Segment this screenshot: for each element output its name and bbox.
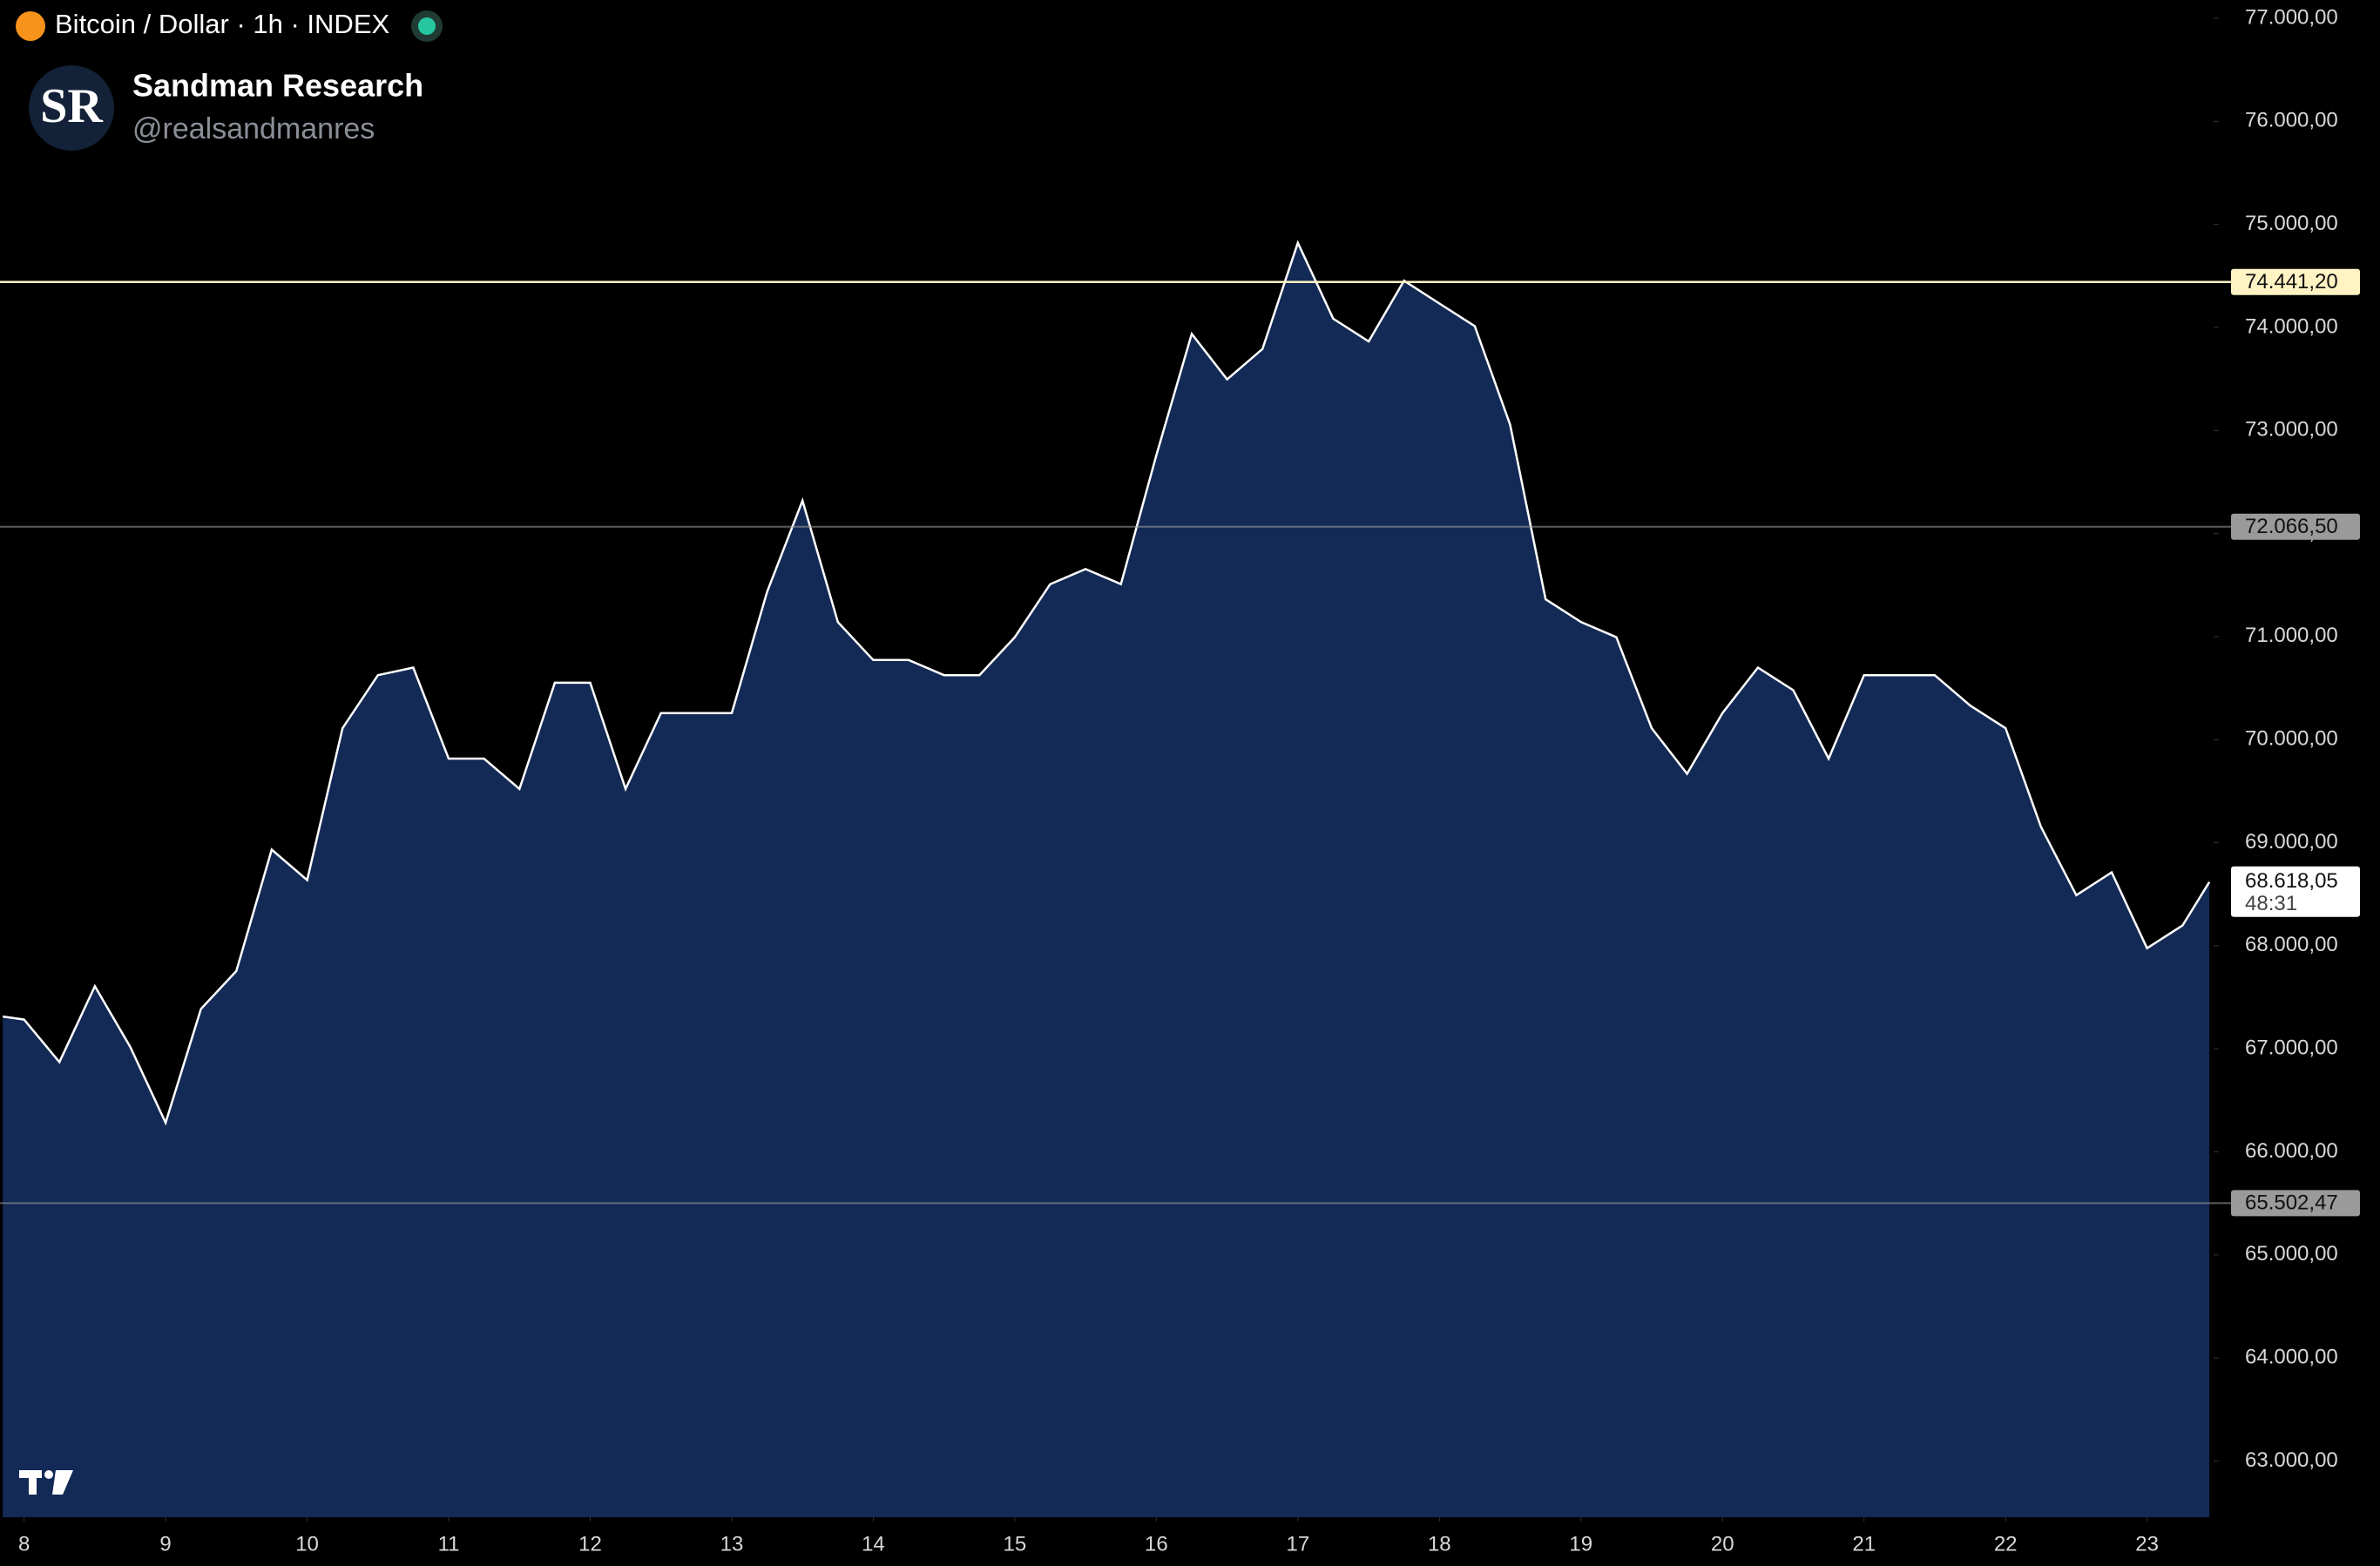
- x-tick-label: 15: [1004, 1532, 1027, 1556]
- line-label-box: [2231, 268, 2360, 295]
- x-tick-label: 18: [1428, 1532, 1451, 1556]
- x-tick-label: 9: [159, 1532, 171, 1556]
- tv-logo: [19, 1470, 73, 1495]
- x-tick-label: 17: [1286, 1532, 1309, 1556]
- y-tick-label: 70.000,00: [2245, 727, 2338, 751]
- x-tick-label: 19: [1569, 1532, 1592, 1556]
- symbol: Bitcoin / Dollar · 1h · INDEX: [55, 9, 389, 39]
- price-line: [3, 240, 2211, 1126]
- x-tick-label: 11: [438, 1532, 460, 1556]
- logo: [29, 65, 114, 151]
- handle: @realsandmanres: [132, 112, 375, 145]
- logo-text: SR: [40, 79, 103, 133]
- countdown: 48:31: [2245, 892, 2297, 915]
- last-price-label: 68.618,05: [2245, 869, 2338, 893]
- x-tick-label: 16: [1145, 1532, 1168, 1556]
- y-tick-label: 69.000,00: [2245, 830, 2338, 854]
- x-axis-bg: [0, 1517, 2380, 1566]
- x-tick-label: 12: [578, 1532, 602, 1556]
- area: [3, 242, 2210, 1517]
- x-tick-label: 20: [1711, 1532, 1734, 1556]
- y-tick-label: 65.000,00: [2245, 1242, 2338, 1266]
- y-tick-label: 73.000,00: [2245, 418, 2338, 442]
- x-tick-label: 13: [720, 1532, 744, 1556]
- y-tick-label: 68.000,00: [2245, 933, 2338, 956]
- y-tick-label: 67.000,00: [2245, 1036, 2338, 1060]
- x-tick-label: 22: [1994, 1532, 2018, 1556]
- x-tick-label: 10: [295, 1532, 319, 1556]
- y-tick-label: 76.000,00: [2245, 109, 2338, 132]
- line-label: 74.441,20: [2245, 270, 2338, 294]
- x-tick-label: 14: [862, 1532, 885, 1556]
- y-tick-label: 63.000,00: [2245, 1448, 2338, 1472]
- y-tick-label: 77.000,00: [2245, 5, 2338, 29]
- last-price-box: [2231, 866, 2360, 917]
- y-tick-label: 66.000,00: [2245, 1139, 2338, 1163]
- y-tick-label: 75.000,00: [2245, 212, 2338, 235]
- y-tick-label: 64.000,00: [2245, 1346, 2338, 1369]
- status-dot: [418, 17, 436, 35]
- line-label: 72.066,50: [2245, 515, 2338, 538]
- plot: [3, 240, 2211, 1517]
- line-label: 65.502,47: [2245, 1191, 2338, 1215]
- btc-icon: [16, 11, 45, 41]
- x-tick-label: 21: [1852, 1532, 1876, 1556]
- x-tick-label: 8: [18, 1532, 30, 1556]
- y-tick-label: 74.000,00: [2245, 314, 2338, 338]
- x-tick-label: 23: [2135, 1532, 2159, 1556]
- line-label-box: [2231, 1190, 2360, 1217]
- line-label-box: [2231, 513, 2360, 540]
- y-tick-label: 71.000,00: [2245, 624, 2338, 647]
- author: Sandman Research: [132, 68, 423, 104]
